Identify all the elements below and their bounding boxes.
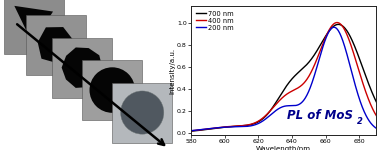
200 nm: [318, 55, 322, 57]
Polygon shape: [14, 6, 53, 43]
Bar: [26, 15, 86, 75]
700 nm: [335, 24, 339, 26]
200 nm: [335, 28, 339, 30]
400 nm: [189, 130, 193, 132]
Text: 2: 2: [357, 117, 363, 126]
700 nm: [223, 126, 228, 128]
200 nm: [332, 26, 336, 28]
Bar: [82, 60, 142, 120]
700 nm: [239, 125, 243, 127]
700 nm: [189, 130, 193, 132]
200 nm: [239, 126, 243, 128]
Line: 700 nm: 700 nm: [191, 24, 378, 131]
Legend: 700 nm, 400 nm, 200 nm: 700 nm, 400 nm, 200 nm: [194, 9, 235, 32]
Bar: [53, 38, 112, 98]
200 nm: [189, 130, 193, 132]
Polygon shape: [38, 27, 73, 63]
Bar: [4, 0, 64, 54]
700 nm: [318, 44, 322, 46]
400 nm: [318, 50, 322, 52]
Y-axis label: Intensity/a.u.: Intensity/a.u.: [169, 47, 175, 94]
Bar: [112, 83, 172, 142]
Text: PL of MoS: PL of MoS: [287, 109, 353, 122]
Polygon shape: [62, 47, 102, 88]
400 nm: [303, 81, 307, 83]
X-axis label: Wavelength/nm: Wavelength/nm: [256, 146, 311, 150]
400 nm: [335, 22, 339, 23]
700 nm: [336, 24, 341, 25]
Line: 400 nm: 400 nm: [191, 22, 378, 131]
400 nm: [239, 125, 243, 127]
700 nm: [276, 98, 281, 99]
200 nm: [223, 126, 228, 128]
400 nm: [335, 22, 339, 23]
Line: 200 nm: 200 nm: [191, 27, 378, 132]
Ellipse shape: [121, 91, 164, 134]
Ellipse shape: [90, 67, 135, 113]
400 nm: [223, 126, 228, 128]
200 nm: [276, 108, 281, 110]
400 nm: [276, 101, 281, 102]
700 nm: [303, 65, 307, 67]
200 nm: [303, 98, 307, 99]
